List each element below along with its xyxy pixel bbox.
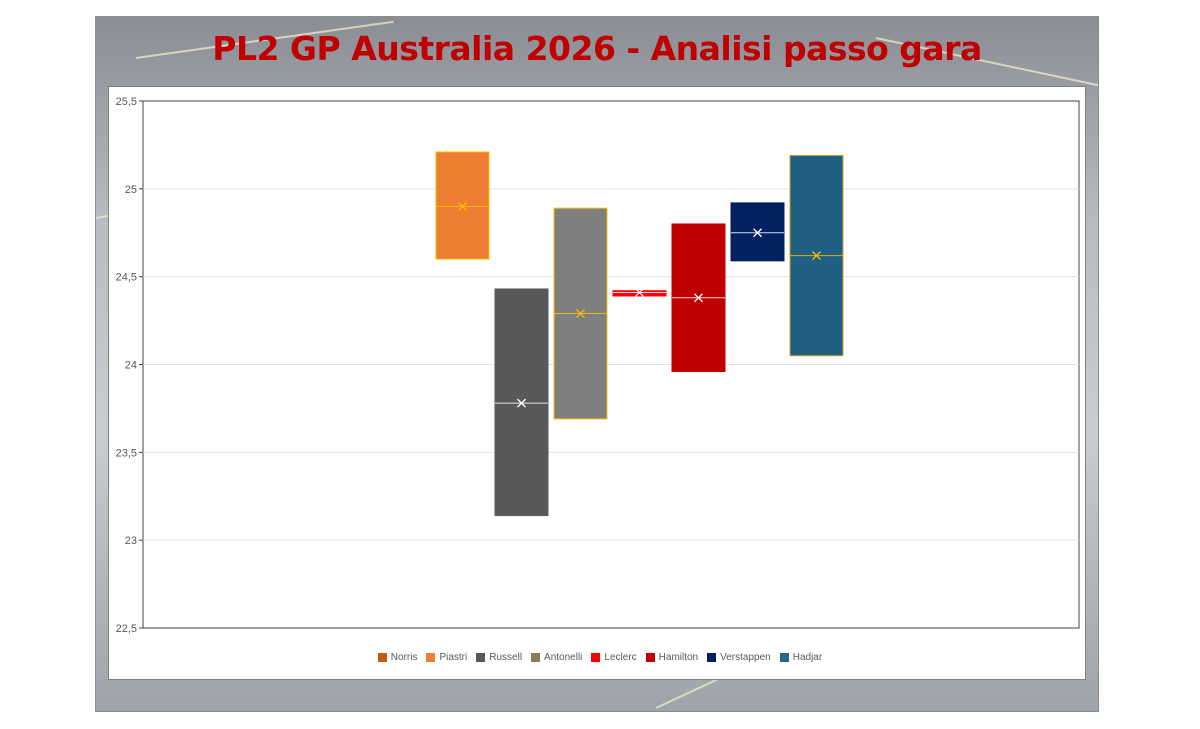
legend-item-piastri: Piastri [426,652,467,663]
y-tick-label: 22,5 [116,623,137,635]
legend-label: Russell [489,651,523,663]
legend-label: Norris [390,651,418,663]
range-bar-verstappen [730,202,785,262]
y-tick-label: 24 [125,360,137,372]
legend-label: Leclerc [604,651,637,663]
legend-item-hamilton: Hamilton [645,651,699,663]
y-tick-label: 23 [125,535,137,547]
range-bar-antonelli [553,207,608,420]
legend-swatch [591,652,601,662]
mean-marker [635,288,644,297]
legend-label: Antonelli [544,651,583,663]
legend-swatch [531,652,541,662]
mean-marker [517,398,526,408]
legend-swatch [707,652,717,662]
y-tick-label: 25,5 [116,96,137,108]
legend-item-antonelli: Antonelli [531,652,582,663]
range-bars [435,151,844,517]
legend-label: Hadjar [792,651,823,663]
range-bar-leclerc [612,288,667,297]
range-bar-hadjar [789,154,844,357]
mean-marker [694,293,703,303]
legend-swatch [426,652,436,662]
legend-swatch [779,652,789,662]
legend-label: Piastri [439,651,468,663]
mean-marker [576,309,585,319]
legend-item-russell: Russell [476,652,522,663]
legend-swatch [377,652,387,662]
legend-label: Hamilton [658,651,699,663]
range-bar-piastri [435,151,490,260]
legend-item-verstappen: Verstappen [707,652,771,663]
page-title: PL2 GP Australia 2026 - Analisi passo ga… [212,29,982,68]
legend-item-hadjar: Hadjar [779,651,823,663]
y-tick-label: 25 [125,184,137,196]
range-bar-hamilton [671,223,726,373]
legend-swatch [476,652,486,662]
y-axis: 25,5 25 24,5 24 23,5 23 22,5 [116,96,143,635]
range-bar-russell [494,288,549,517]
legend-swatch [645,652,655,662]
gridlines [143,188,1079,541]
y-tick-label: 23,5 [116,447,137,459]
y-tick-label: 24,5 [116,272,137,284]
mean-marker [458,201,467,211]
mean-marker [812,251,821,261]
chart-legend: Norris Piastri Russell Antonelli Leclerc Hami… [0,650,1200,664]
legend-label: Verstappen [720,651,771,663]
legend-item-norris: Norris [377,651,418,663]
legend-item-leclerc: Leclerc [591,651,637,663]
mean-marker [753,228,762,238]
